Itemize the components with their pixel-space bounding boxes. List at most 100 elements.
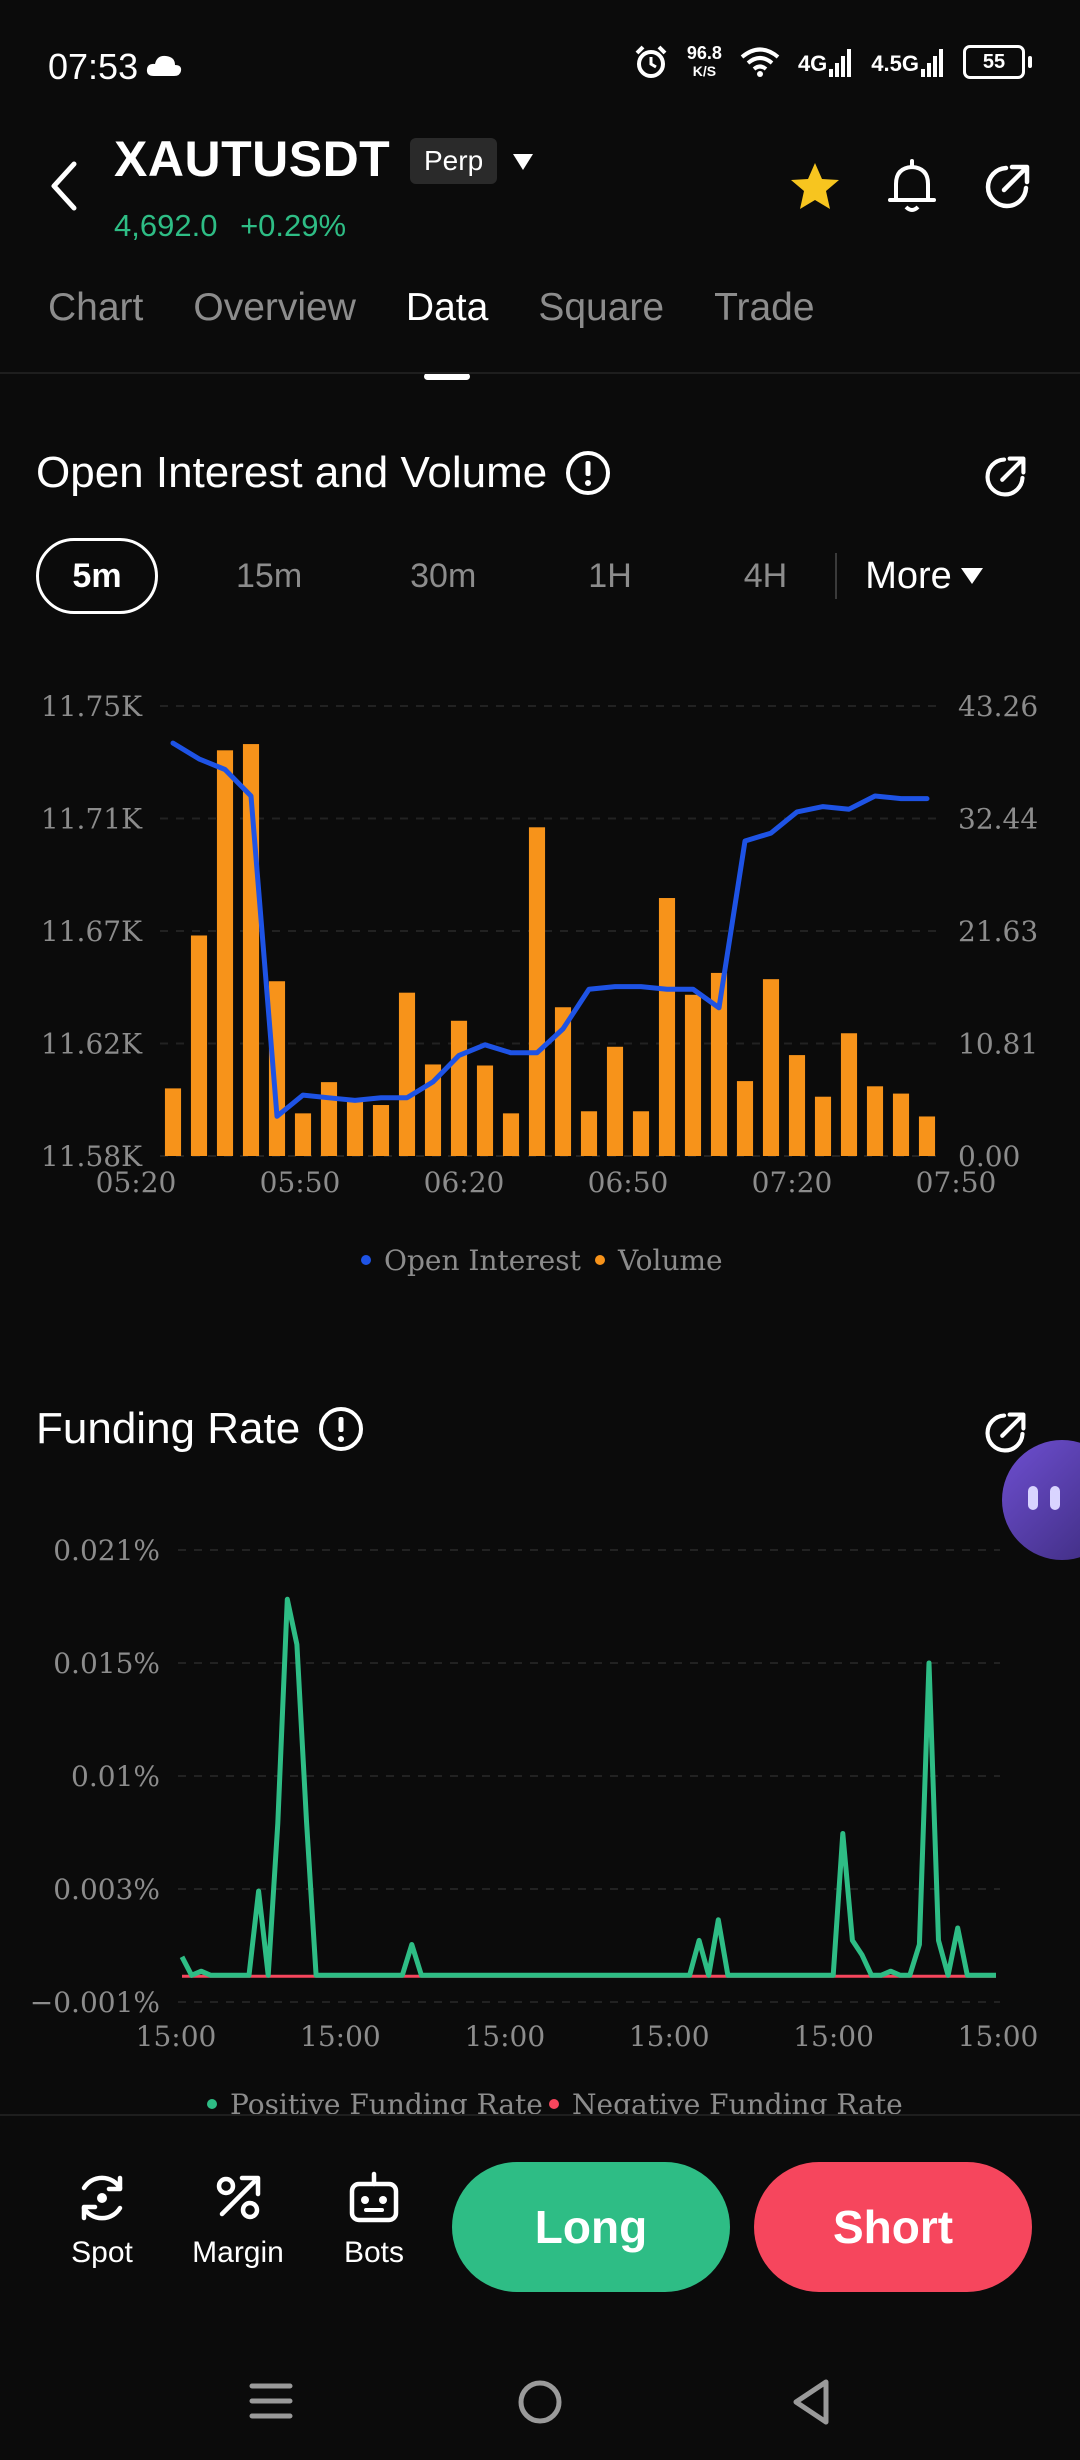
legend-label: Volume [617, 1244, 723, 1277]
open-interest-volume-chart: 11.75K 11.71K 11.67K 11.62K 11.58K 43.26 32.44… [41, 690, 1038, 1277]
more-label: More [865, 554, 952, 597]
bots-button[interactable]: Bots [334, 2170, 414, 2270]
tab-data[interactable]: Data [405, 286, 489, 329]
volume-bar [684, 994, 702, 1156]
legend-label: Positive Funding Rate [230, 2088, 543, 2114]
more-intervals-button[interactable]: More [865, 555, 984, 598]
volume-bar [372, 1105, 390, 1156]
tab-bar: Chart Overview Data Square Trade [48, 286, 865, 330]
status-time: 07:53 [48, 46, 139, 87]
perp-badge: Perp [410, 138, 498, 184]
bots-label: Bots [343, 2236, 405, 2269]
bottom-divider [0, 2114, 1080, 2116]
x-axis-label: 15:00 [629, 2020, 710, 2053]
volume-bar [216, 750, 234, 1156]
wifi-icon [740, 47, 780, 77]
legend-dot [207, 2099, 217, 2109]
last-price: 4,692.0 [114, 208, 218, 243]
nav-back-icon[interactable] [788, 2376, 834, 2428]
back-arrow-icon[interactable] [44, 158, 84, 214]
legend-dot [595, 1255, 605, 1265]
x-axis-label: 07:50 [916, 1166, 997, 1199]
bell-icon[interactable] [886, 158, 938, 214]
net-speed: 96.8 K/S [686, 43, 722, 79]
short-button[interactable]: Short [754, 2162, 1032, 2292]
battery-indicator: 55 [963, 45, 1032, 79]
battery-level: 55 [963, 45, 1025, 79]
x-axis-label: 15:00 [300, 2020, 381, 2053]
right-axis-label: 21.63 [958, 915, 1038, 948]
funding-share-icon[interactable] [982, 1410, 1028, 1456]
left-axis-label: 11.75K [41, 690, 143, 723]
open-interest-line [170, 740, 930, 1119]
interval-15m[interactable]: 15m [236, 556, 303, 595]
right-axis-label: 43.26 [958, 690, 1038, 723]
x-axis-label: 15:00 [464, 2020, 545, 2053]
volume-bar [294, 1113, 312, 1156]
right-axis-label: 10.81 [958, 1028, 1038, 1061]
volume-bar [736, 1081, 754, 1156]
volume-bar [528, 827, 546, 1156]
oi-share-icon[interactable] [982, 454, 1028, 500]
interval-1h[interactable]: 1H [588, 556, 632, 595]
interval-4h[interactable]: 4H [743, 556, 788, 595]
x-axis-label: 15:00 [958, 2020, 1039, 2053]
volume-bar [164, 1088, 182, 1156]
volume-bar [632, 1111, 650, 1156]
funding-section-title: Funding Rate [36, 1404, 301, 1453]
signal-1: 4G [798, 47, 853, 77]
volume-bar [918, 1116, 936, 1156]
signal-bars-icon [829, 49, 852, 77]
info-icon[interactable] [565, 450, 611, 496]
info-icon[interactable] [318, 1406, 364, 1452]
tab-overview[interactable]: Overview [193, 286, 356, 329]
tab-divider [0, 372, 1080, 374]
funding-rate-line [179, 1596, 996, 1978]
home-icon[interactable] [514, 2376, 566, 2428]
spot-button[interactable]: Spot [62, 2170, 142, 2270]
bot-icon [349, 2171, 399, 2223]
left-axis-label: 11.71K [41, 803, 143, 836]
favorite-star-icon[interactable] [788, 160, 842, 214]
volume-bar [554, 1007, 572, 1156]
legend-label: Negative Funding Rate [572, 2088, 903, 2114]
oi-section-title: Open Interest and Volume [36, 448, 548, 497]
interval-5m[interactable]: 5m [36, 538, 158, 614]
tab-chart[interactable]: Chart [48, 286, 144, 329]
volume-bar [606, 1046, 624, 1156]
volume-bar [190, 935, 208, 1156]
signal-2: 4.5G [871, 47, 945, 77]
recent-apps-icon[interactable] [248, 2378, 294, 2424]
volume-bar [398, 992, 416, 1156]
x-axis-label: 07:20 [752, 1166, 833, 1199]
left-axis-label: 11.58K [41, 1140, 143, 1173]
spot-label: Spot [71, 2236, 133, 2269]
funding-rate-chart: 0.021%0.015%0.01%0.003%−0.001%15:00 15:00… [30, 1534, 1039, 2114]
y-axis-label: 0.01% [71, 1760, 160, 1793]
volume-bar [658, 898, 676, 1156]
volume-bar [814, 1096, 832, 1156]
volume-bar [710, 972, 728, 1156]
tab-trade[interactable]: Trade [714, 286, 815, 329]
margin-button[interactable]: Margin [188, 2170, 288, 2270]
interval-30m[interactable]: 30m [410, 556, 477, 595]
x-axis-label: 05:20 [96, 1166, 177, 1199]
alarm-icon [635, 45, 667, 78]
share-icon[interactable] [982, 162, 1032, 212]
legend-dot [361, 1255, 371, 1265]
symbol-title[interactable]: XAUTUSDT [114, 131, 391, 187]
left-axis-label: 11.67K [41, 915, 143, 948]
symbol-dropdown-icon[interactable] [512, 152, 534, 172]
interval-divider [835, 553, 838, 599]
funding-section-header: Funding Rate [36, 1404, 364, 1454]
right-axis-label: 0.00 [958, 1140, 1020, 1173]
x-axis-label: 05:50 [260, 1166, 341, 1199]
x-axis-label: 06:50 [588, 1166, 669, 1199]
spot-icon [81, 2175, 123, 2221]
tab-square[interactable]: Square [538, 286, 665, 329]
volume-bar [580, 1111, 598, 1156]
long-button[interactable]: Long [452, 2162, 730, 2292]
x-axis-label: 15:00 [793, 2020, 874, 2053]
signal-bars-icon [921, 49, 943, 77]
y-axis-label: 0.021% [53, 1534, 160, 1567]
